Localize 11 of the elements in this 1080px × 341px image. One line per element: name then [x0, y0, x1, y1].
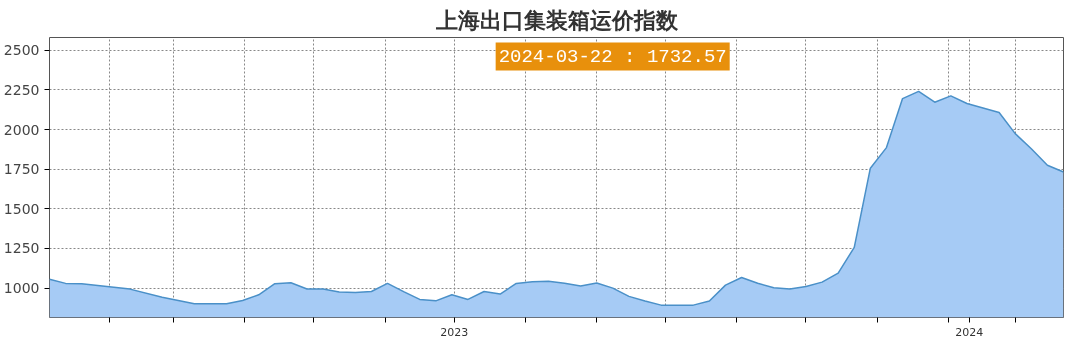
y-tick-label: 2000 [3, 121, 40, 138]
y-tick-label: 1500 [3, 200, 40, 217]
y-tick-label: 1750 [3, 161, 40, 178]
chart-title: 上海出口集装箱运价指数 [434, 7, 679, 33]
y-tick-label: 2500 [3, 42, 40, 59]
y-tick-label: 1000 [3, 280, 40, 297]
annotation: 2024-03-22 : 1732.57 [498, 45, 727, 68]
y-tick-label: 1250 [3, 240, 40, 257]
x-tick-label: 2024 [955, 325, 984, 339]
x-tick-label: 2023 [440, 325, 469, 339]
y-tick-label: 2250 [3, 81, 40, 98]
